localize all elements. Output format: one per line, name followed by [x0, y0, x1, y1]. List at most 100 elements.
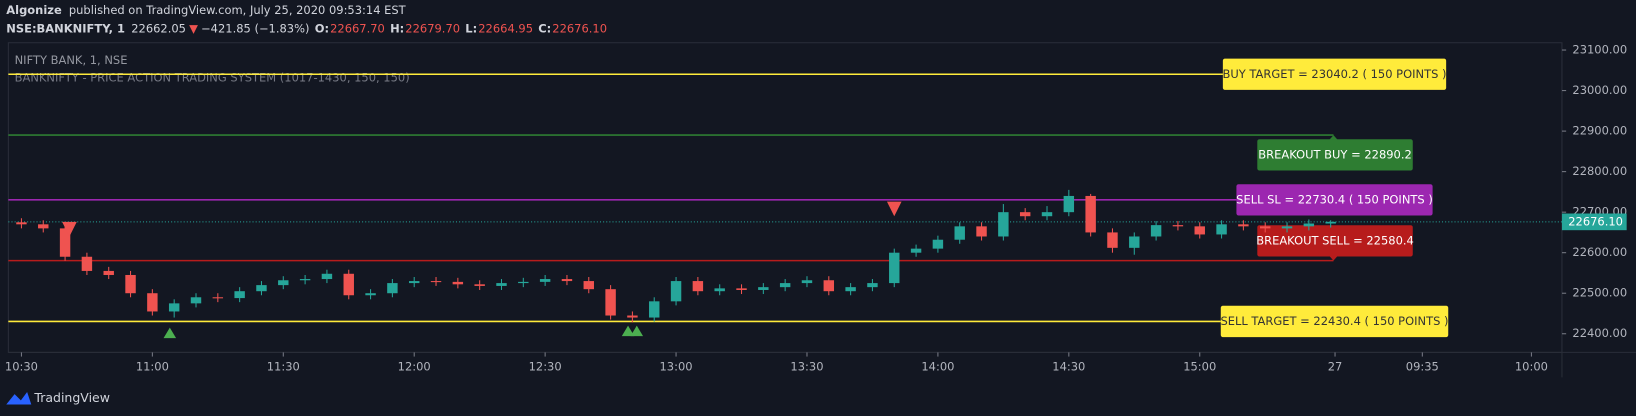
candle-body	[758, 287, 769, 290]
candle-body	[59, 228, 71, 257]
candle-body	[190, 297, 202, 304]
candle-body	[867, 283, 878, 288]
candle-body	[1238, 224, 1249, 227]
level-label-box	[1236, 184, 1433, 216]
candle-body	[823, 280, 835, 292]
candle-body	[583, 281, 594, 290]
sell-signal	[886, 201, 902, 217]
candle-body	[932, 239, 944, 249]
buy-signal	[163, 327, 177, 339]
x-tick-label: 13:30	[790, 359, 823, 373]
y-tick-label: 22800.00	[1572, 164, 1627, 178]
y-tick-label: 22500.00	[1572, 286, 1627, 300]
level-label: BREAKOUT BUY = 22890.2	[1258, 147, 1412, 161]
ohlc-value: 22676.10	[552, 22, 607, 36]
level-label: BREAKOUT SELL = 22580.4	[1256, 233, 1414, 247]
x-tick-label: 12:00	[398, 359, 431, 373]
candle-body	[714, 288, 725, 292]
candle-body	[1303, 223, 1315, 227]
candle-body	[1150, 225, 1162, 237]
ohlc-label: H:	[390, 22, 404, 36]
candle-body	[976, 226, 987, 237]
candle-body	[1172, 225, 1184, 227]
candle-body	[147, 293, 158, 312]
candle-body	[910, 248, 922, 253]
candle-body	[343, 273, 354, 296]
candle-body	[16, 222, 27, 225]
x-tick-label: 11:00	[136, 359, 169, 373]
change-arrow: ▼	[189, 22, 198, 36]
sell-signal	[62, 221, 77, 237]
x-tick-label: 15:00	[1183, 359, 1216, 373]
candle-body	[81, 256, 93, 271]
level-label-box	[1220, 305, 1449, 338]
x-tick-label: 11:30	[267, 359, 300, 373]
candle-body	[1129, 236, 1140, 248]
candle-body	[1063, 195, 1075, 213]
candle-body	[125, 274, 136, 294]
y-tick-label: 22600.00	[1572, 245, 1627, 259]
y-tick-label: 22900.00	[1572, 124, 1627, 138]
last-price-label: 22676.10	[1568, 214, 1623, 228]
x-tick-label: 27	[1328, 359, 1343, 373]
candle-body	[278, 280, 289, 286]
ohlc-label: C:	[538, 22, 551, 36]
last-price: 22662.05	[131, 22, 186, 36]
candle-body	[889, 252, 900, 284]
candle-body	[627, 315, 638, 318]
x-tick-label: 14:00	[921, 359, 954, 373]
candle-body	[1107, 232, 1118, 248]
ohlc-label: L:	[465, 22, 477, 36]
level-label: BUY TARGET = 23040.2 ( 150 POINTS )	[1223, 67, 1447, 81]
candle-body	[649, 301, 660, 318]
published: published on TradingView.com, July 25, 2…	[69, 3, 407, 17]
candle-body	[561, 279, 573, 282]
candle-body	[692, 281, 704, 292]
x-tick-label: 13:00	[660, 359, 693, 373]
x-tick-label: 14:30	[1052, 359, 1085, 373]
candle-body	[670, 281, 682, 302]
level-label-box	[1257, 225, 1413, 257]
candle-body	[474, 284, 485, 286]
candle-body	[801, 280, 813, 284]
candle-body	[845, 287, 856, 292]
level-label: SELL TARGET = 22430.4 ( 150 POINTS )	[1220, 314, 1448, 328]
level-label: SELL SL = 22730.4 ( 150 POINTS )	[1236, 192, 1433, 206]
candle-body	[430, 281, 442, 283]
last-price-box	[1561, 213, 1627, 231]
candle-body	[1041, 212, 1053, 217]
x-tick-label: 09:35	[1406, 359, 1439, 373]
candle-body	[234, 291, 245, 299]
candle-body	[496, 283, 507, 286]
level-label-box	[1222, 58, 1447, 90]
candle-body	[1194, 226, 1205, 235]
candle-body	[365, 293, 376, 296]
x-tick-label: 10:00	[1515, 359, 1548, 373]
candle-body	[452, 281, 464, 285]
buy-signal	[621, 325, 635, 337]
y-tick-label: 22400.00	[1572, 326, 1627, 340]
brand: TradingView	[33, 390, 110, 405]
candle-body	[321, 273, 333, 280]
candle-body	[1259, 226, 1271, 229]
change: −421.85 (−1.83%)	[201, 22, 309, 36]
candle-body	[736, 288, 747, 290]
candle-body	[103, 270, 114, 275]
x-tick-label: 12:30	[529, 359, 562, 373]
candle-body	[387, 283, 398, 294]
candle-body	[539, 279, 551, 282]
candle-body	[299, 279, 311, 281]
candle-body	[1281, 226, 1293, 229]
author: Algonize	[6, 3, 62, 17]
candle-body	[256, 285, 267, 292]
ohlc-label: O:	[315, 22, 329, 36]
y-tick-label: 23100.00	[1572, 43, 1627, 57]
candle-body	[998, 212, 1009, 237]
candle-body	[954, 226, 965, 240]
candle-body	[1325, 221, 1336, 224]
candle-body	[605, 289, 616, 316]
candle-body	[38, 224, 49, 229]
candle-body	[1085, 195, 1096, 233]
